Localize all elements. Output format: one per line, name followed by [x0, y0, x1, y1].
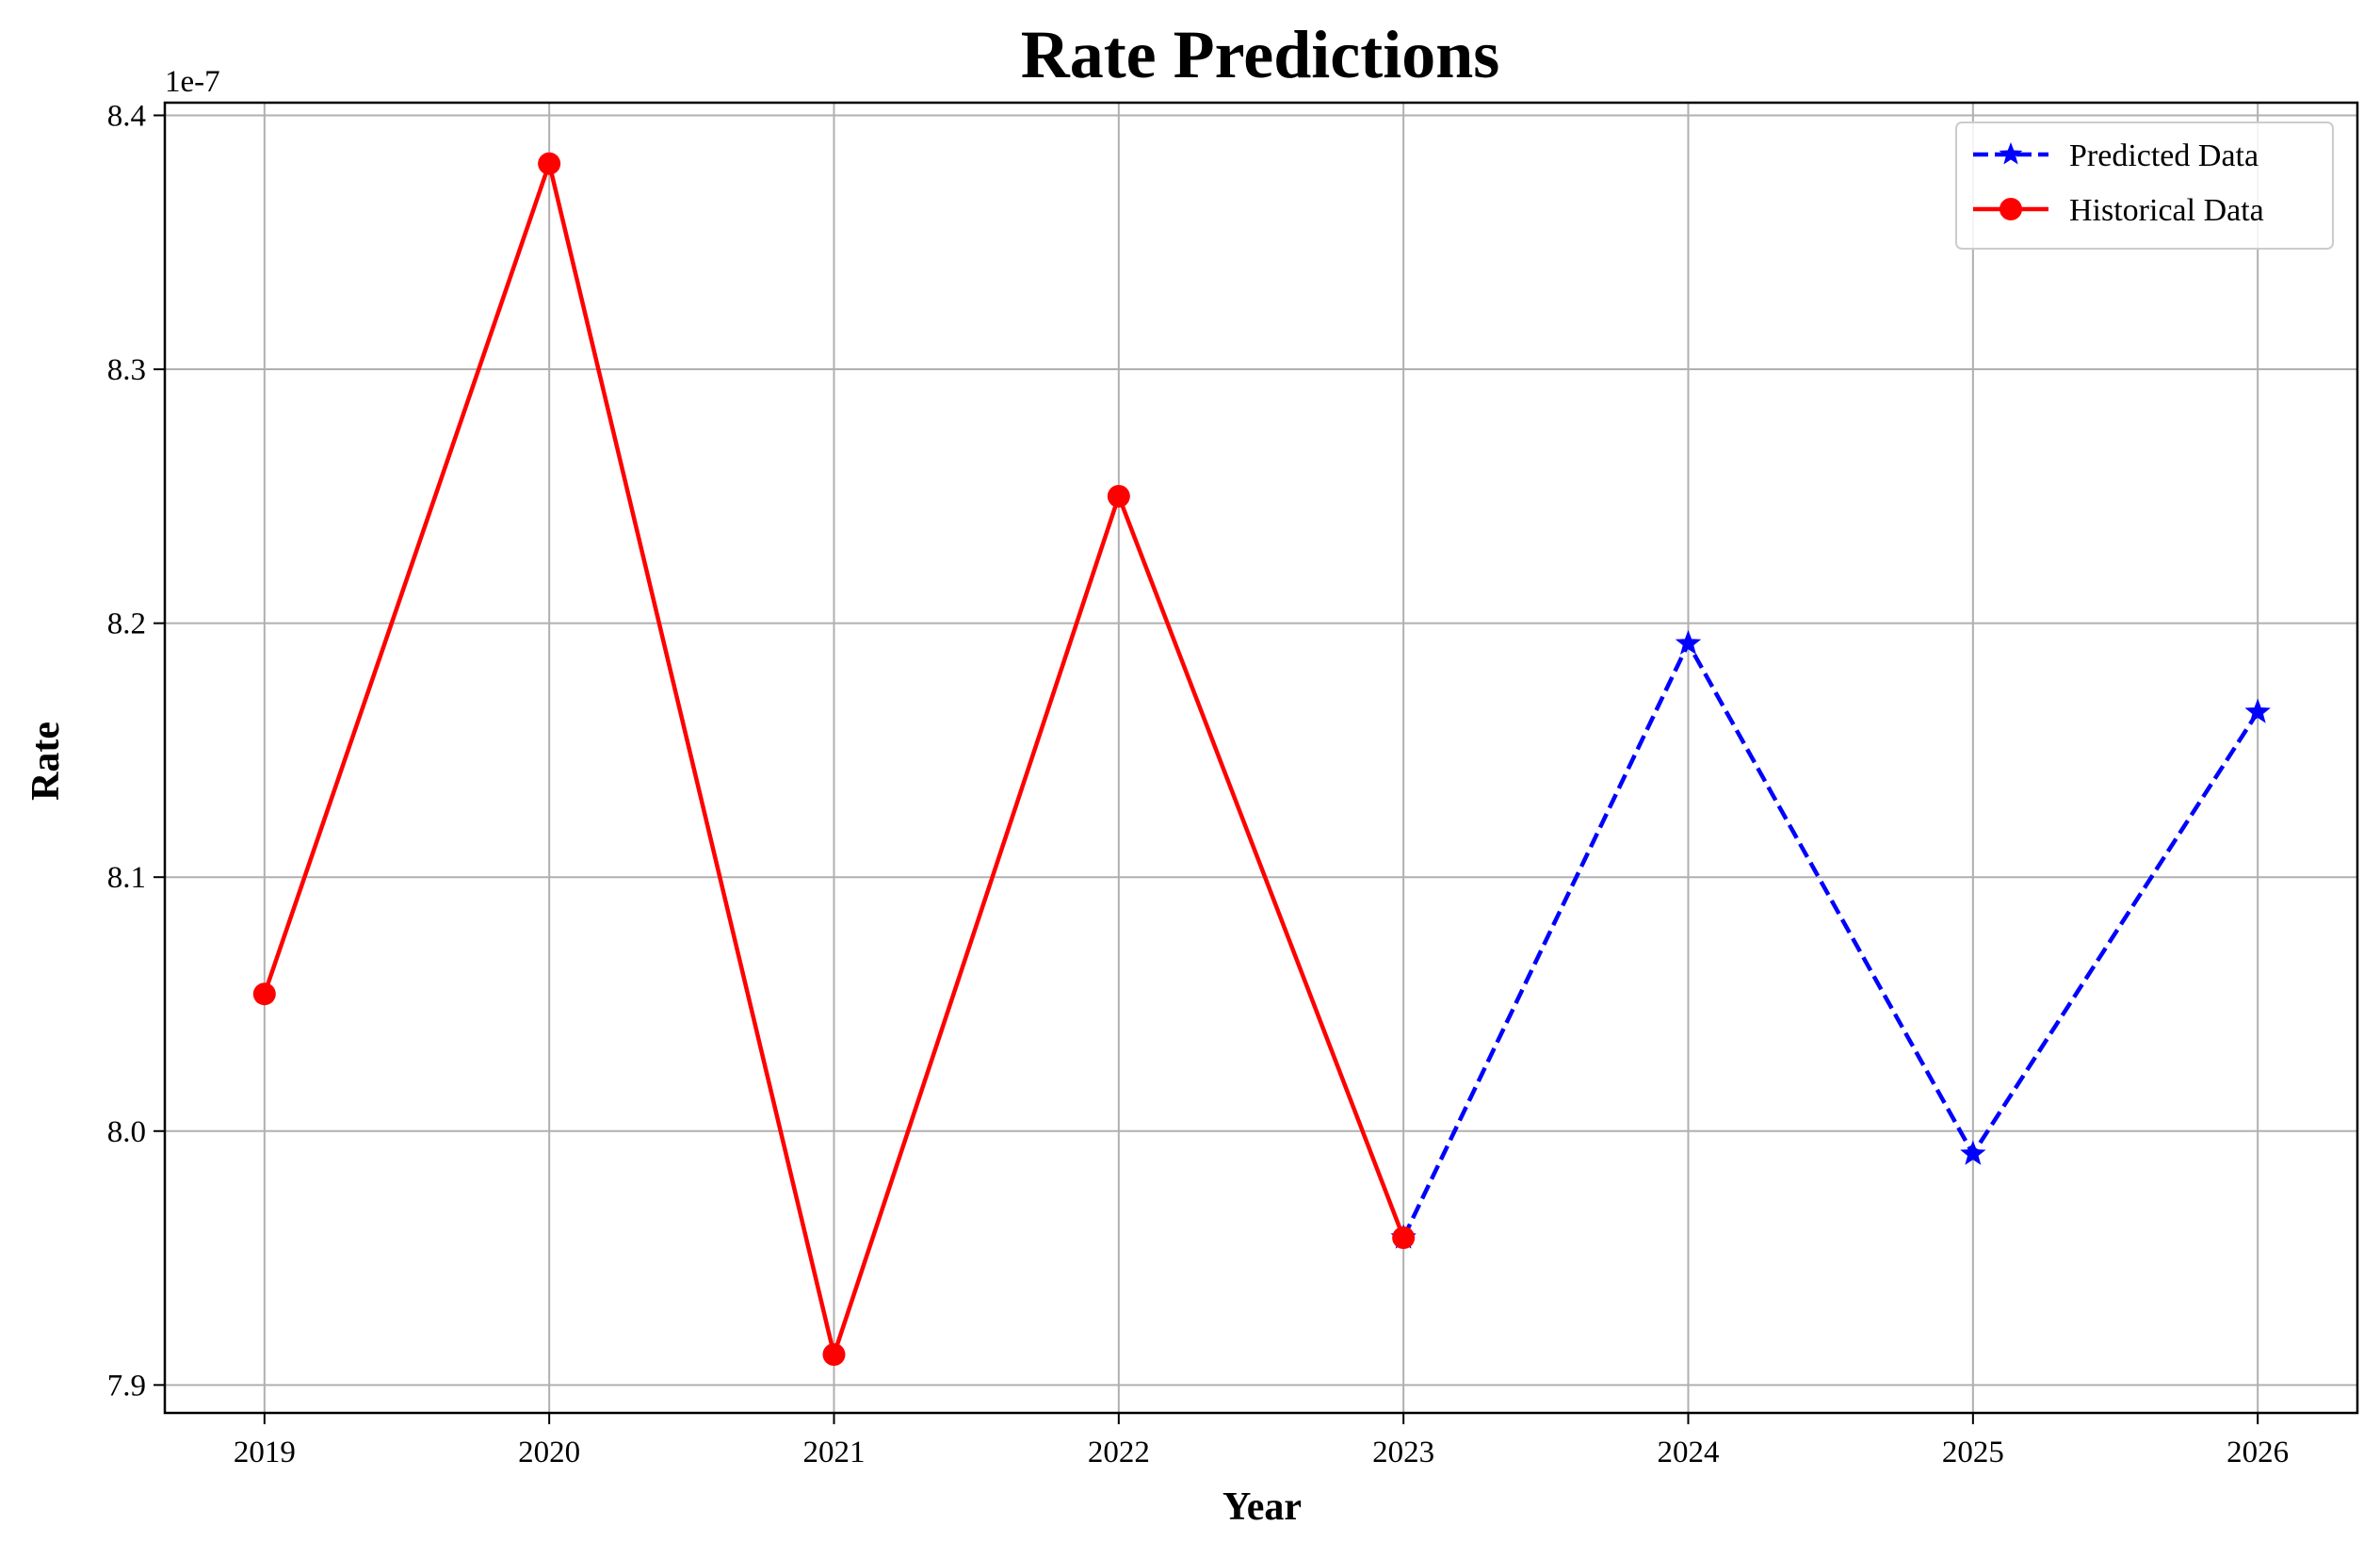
predicted-data-point	[2244, 698, 2271, 723]
predicted-data-line	[1401, 641, 2260, 1239]
legend: Predicted Data Historical Data	[1955, 122, 2334, 250]
legend-predicted-data-label: Predicted Data	[2069, 138, 2259, 173]
x-tick-label: 2024	[1658, 1436, 1720, 1469]
legend-box	[1955, 122, 2334, 250]
y-axis-label: Rate	[24, 722, 68, 801]
y-tick-label: 8.3	[107, 353, 146, 387]
x-tick-label: 2026	[2226, 1436, 2289, 1469]
x-tick-label: 2020	[518, 1436, 580, 1469]
x-tick-label: 2019	[234, 1436, 296, 1469]
x-tick-label: 2023	[1372, 1436, 1434, 1469]
historical-data-point	[1107, 484, 1130, 508]
historical-data-point	[822, 1342, 846, 1366]
series-layer	[252, 152, 2271, 1366]
x-tick-label: 2021	[802, 1436, 865, 1469]
y-tick-label: 7.9	[107, 1369, 146, 1403]
historical-data-point	[1392, 1225, 1416, 1249]
historical-data-point	[538, 152, 561, 175]
x-axis-label: Year	[1222, 1485, 1302, 1529]
y-tick-label: 8.2	[107, 608, 146, 641]
historical-data-point	[252, 982, 276, 1006]
ticks: 2019 2020 2021 2022 2023 2024 2025 2026 7.9 8.0 8.…	[107, 99, 2289, 1469]
grid	[165, 103, 2357, 1413]
legend-predicted-data-marker	[1999, 142, 2023, 165]
y-tick-label: 8.4	[107, 99, 146, 133]
legend-historical-data-label: Historical Data	[2069, 193, 2264, 228]
plot-frame	[163, 101, 2359, 1415]
y-tick-label: 8.0	[107, 1115, 146, 1149]
y-tick-label: 8.1	[107, 861, 146, 895]
chart-title: Rate Predictions	[1021, 17, 1500, 92]
x-tick-label: 2025	[1942, 1436, 2004, 1469]
legend-historical-data-marker	[2000, 198, 2022, 220]
y-offset-label: 1e-7	[165, 65, 220, 99]
predicted-data-point	[1960, 1140, 1986, 1165]
predicted-data-point	[1675, 629, 1702, 655]
x-tick-label: 2022	[1088, 1436, 1150, 1469]
